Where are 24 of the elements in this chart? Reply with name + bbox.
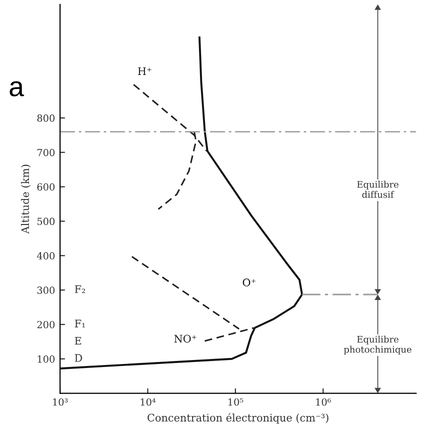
y-tick-label: 100 <box>38 355 55 363</box>
text: a <box>10 81 24 96</box>
y-tick-label: 700 <box>37 148 55 156</box>
y-tick-label: 600 <box>37 183 55 191</box>
x-tick-label: 10³ <box>53 398 68 406</box>
annotation: D <box>74 354 82 362</box>
x-axis-title: Concentration électronique (cm⁻³) <box>148 413 328 424</box>
annotation: Equilibre diffusif <box>357 180 398 198</box>
x-tick-label: 10⁴ <box>140 398 156 406</box>
y-tick-label: 800 <box>37 114 55 122</box>
y-tick-label: 300 <box>37 286 55 294</box>
annotation: E <box>74 336 82 345</box>
y-tick-label: 400 <box>36 252 55 260</box>
series-label: H⁺ <box>138 67 152 75</box>
annotation: Equilibre photochimique <box>344 336 412 355</box>
text: O⁺ <box>242 278 256 286</box>
y-axis-title: Altitude (km) <box>21 164 31 234</box>
series-label: NO⁺ <box>174 334 196 343</box>
y-tick-label: 200 <box>37 320 55 328</box>
annotation: F₁ <box>74 320 85 328</box>
annotation: F₂ <box>74 285 86 293</box>
x-tick-label: 10⁵ <box>228 398 244 406</box>
x-tick-label: 10⁶ <box>316 398 331 406</box>
y-tick-label: 500 <box>37 218 55 226</box>
